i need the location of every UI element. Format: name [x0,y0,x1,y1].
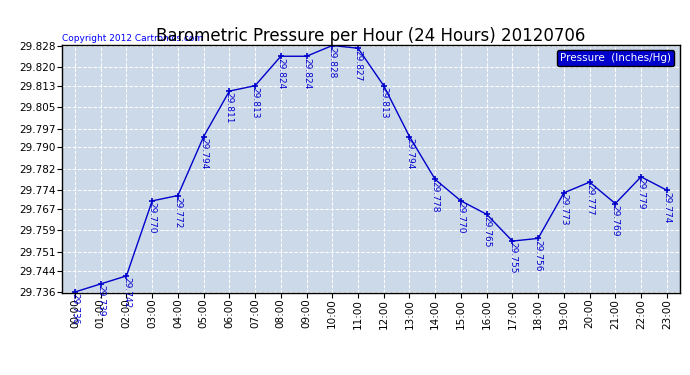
Title: Barometric Pressure per Hour (24 Hours) 20120706: Barometric Pressure per Hour (24 Hours) … [156,27,586,45]
Text: 29.736: 29.736 [70,293,79,325]
Text: 29.828: 29.828 [328,47,337,78]
Text: 29.778: 29.778 [431,181,440,212]
Text: 29.773: 29.773 [560,194,569,226]
Text: 29.756: 29.756 [533,240,542,271]
Text: 29.824: 29.824 [276,58,286,89]
Text: 29.755: 29.755 [508,243,517,274]
Text: 29.779: 29.779 [637,178,646,210]
Text: 29.765: 29.765 [482,216,491,247]
Text: 29.824: 29.824 [302,58,311,89]
Text: 29.813: 29.813 [380,87,388,118]
Text: 29.774: 29.774 [662,192,671,223]
Text: 29.777: 29.777 [585,183,594,215]
Text: 29.742: 29.742 [122,277,131,309]
Text: Copyright 2012 Cartronics.com: Copyright 2012 Cartronics.com [62,33,204,42]
Text: 29.827: 29.827 [353,50,362,81]
Text: 29.770: 29.770 [148,202,157,234]
Text: 29.769: 29.769 [611,205,620,237]
Text: 29.739: 29.739 [96,285,105,317]
Text: 29.772: 29.772 [173,197,182,228]
Text: 29.813: 29.813 [250,87,259,118]
Text: 29.794: 29.794 [405,138,414,170]
Text: 29.811: 29.811 [225,93,234,124]
Legend: Pressure  (Inches/Hg): Pressure (Inches/Hg) [558,50,674,66]
Text: 29.794: 29.794 [199,138,208,170]
Text: 29.770: 29.770 [456,202,466,234]
